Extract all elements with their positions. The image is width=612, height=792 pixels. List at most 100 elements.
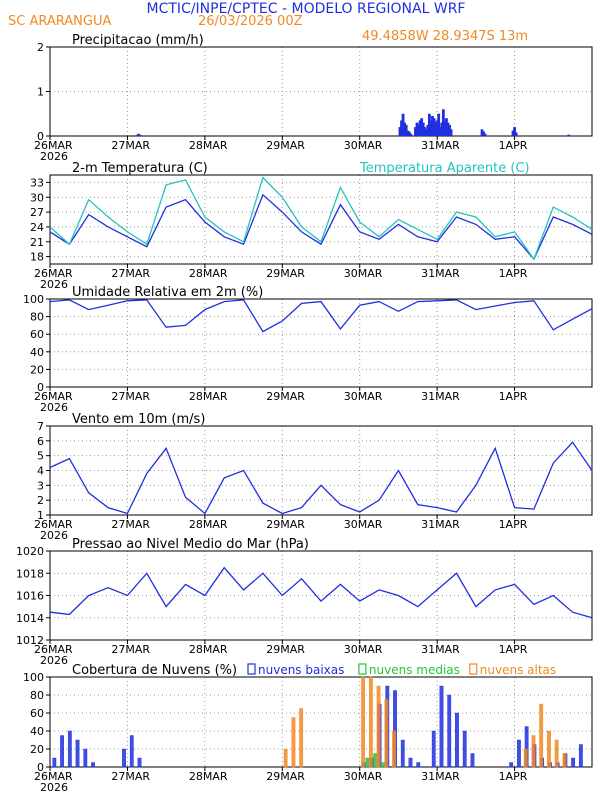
- bar: [447, 694, 452, 768]
- bar: [420, 118, 424, 136]
- bar: [482, 131, 485, 136]
- x-tick-label: 29MAR: [266, 267, 305, 280]
- bar: [446, 122, 450, 136]
- y-tick-label: 40: [30, 346, 44, 359]
- bar: [514, 132, 518, 136]
- y-tick-label: 0: [37, 130, 44, 143]
- year-label: 2026: [40, 781, 68, 792]
- x-tick-label: 30MAR: [344, 518, 383, 531]
- bar: [539, 703, 544, 768]
- panel-title: Cobertura de Nuvens (%): [72, 663, 237, 678]
- panel-title: 2-m Temperatura (C): [72, 161, 208, 176]
- panel-4: 1012 1014 1016 1018 1020 26MAR 27MAR 28MAR 29MAR…: [16, 537, 593, 667]
- bar: [135, 135, 139, 136]
- series-line: [49, 441, 593, 515]
- x-tick-label: 28MAR: [189, 770, 228, 783]
- year-label: 2026: [40, 278, 68, 291]
- x-tick-label: 27MAR: [111, 770, 150, 783]
- legend-box: [469, 663, 478, 675]
- bar: [426, 124, 430, 136]
- bar: [445, 118, 448, 136]
- x-tick-label: 31MAR: [421, 518, 460, 531]
- x-tick-label: 27MAR: [111, 390, 150, 403]
- x-tick-label: 26MAR: [34, 770, 73, 783]
- y-tick-label: 1014: [16, 612, 44, 625]
- panel-1: 18 21 24 27 30 33 26MAR 27MAR 28MAR 29MAR 30MAR 31M…: [30, 161, 593, 291]
- bar: [439, 685, 444, 768]
- x-tick-label: 26MAR: [34, 518, 73, 531]
- x-tick-label: 31MAR: [421, 643, 460, 656]
- y-tick-label: 20: [30, 363, 44, 376]
- y-tick-label: 2: [37, 494, 44, 507]
- panel-title: Precipitacao (mm/h): [72, 33, 204, 48]
- y-tick-label: 30: [30, 191, 44, 204]
- bar: [75, 739, 80, 768]
- series-line: [49, 176, 593, 261]
- series-line: [49, 299, 593, 333]
- bar: [414, 127, 417, 136]
- bar: [480, 129, 484, 136]
- station-label: SC ARARANGUA: [8, 14, 111, 29]
- bar: [91, 762, 95, 768]
- y-tick-label: 1012: [16, 634, 44, 647]
- x-tick-label: 27MAR: [111, 518, 150, 531]
- panel-5: 0 20 40 60 80 100 26MAR 27MAR 28MAR 29MAR 30MAR 31M…: [23, 663, 593, 792]
- x-tick-label: 26MAR: [34, 267, 73, 280]
- bar: [401, 113, 405, 136]
- bar: [517, 739, 521, 768]
- bar: [443, 120, 447, 136]
- y-tick-label: 60: [30, 707, 44, 720]
- x-tick-label: 29MAR: [266, 643, 305, 656]
- bar: [462, 730, 467, 768]
- bar: [52, 757, 57, 768]
- bar: [428, 113, 431, 136]
- bar: [408, 757, 413, 768]
- y-tick-label: 60: [30, 328, 44, 341]
- series-line: [49, 566, 593, 619]
- bar: [398, 127, 402, 136]
- y-tick-label: 3: [37, 479, 44, 492]
- x-tick-label: 27MAR: [111, 267, 150, 280]
- bar: [129, 735, 134, 768]
- x-tick-label: 30MAR: [344, 643, 383, 656]
- x-tick-label: 31MAR: [421, 390, 460, 403]
- x-tick-label: 28MAR: [189, 518, 228, 531]
- x-tick-label: 29MAR: [266, 390, 305, 403]
- x-tick-label: 31MAR: [421, 139, 460, 152]
- legend-label: nuvens baixas: [258, 663, 344, 677]
- bar: [138, 134, 142, 136]
- bar: [381, 762, 385, 768]
- bar: [299, 708, 304, 768]
- y-tick-label: 1018: [16, 567, 44, 580]
- bar: [368, 676, 373, 768]
- panel-frame: [49, 174, 593, 265]
- bar: [440, 122, 444, 136]
- panel-legend: Temperatura Aparente (C): [359, 161, 530, 176]
- bar: [283, 748, 288, 768]
- bar: [384, 699, 389, 768]
- x-tick-label: 30MAR: [344, 390, 383, 403]
- bar: [291, 717, 296, 768]
- bar: [400, 120, 403, 136]
- x-tick-label: 31MAR: [421, 267, 460, 280]
- panel-title: Umidade Relativa em 2m (%): [72, 285, 263, 300]
- bar: [392, 730, 396, 768]
- year-label: 2026: [40, 529, 68, 542]
- x-tick-label: 29MAR: [266, 770, 305, 783]
- y-tick-label: 80: [30, 311, 44, 324]
- x-tick-label: 1APR: [499, 770, 528, 783]
- bar: [136, 133, 140, 136]
- bar: [509, 762, 514, 768]
- x-tick-label: 31MAR: [421, 770, 460, 783]
- x-tick-label: 27MAR: [111, 643, 150, 656]
- y-tick-label: 21: [30, 236, 44, 249]
- location-label: 49.4858W 28.9347S 13m: [362, 29, 528, 44]
- x-tick-label: 28MAR: [189, 390, 228, 403]
- y-tick-label: 6: [37, 435, 44, 448]
- bar: [431, 115, 434, 136]
- panel-title: Pressao ao Nivel Medio do Mar (hPa): [72, 537, 309, 552]
- bar: [438, 127, 442, 136]
- bar: [531, 735, 536, 768]
- bar: [424, 129, 428, 136]
